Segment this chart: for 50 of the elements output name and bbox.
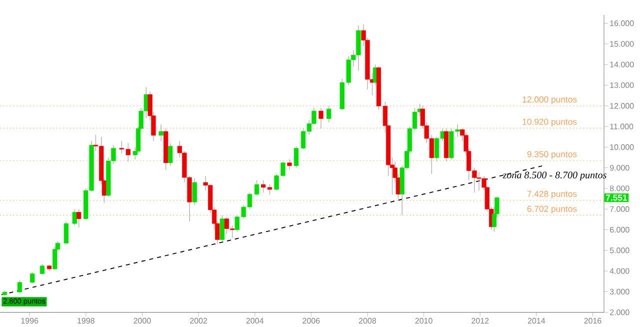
ref-line-label: 6.702 puntos [527,206,577,214]
x-tick-label: 2000 [134,318,151,324]
candlestick [158,124,164,142]
candlestick [168,142,173,166]
candlestick [76,208,82,228]
x-tick-label: 2006 [302,318,320,324]
x-tick-label: 2004 [246,318,264,324]
y-tick-label: 5.000 [610,248,630,254]
candlestick [294,146,299,168]
candlestick [17,280,22,294]
x-tick-label: 2012 [472,318,489,324]
y-tick-label: 7.000 [610,206,630,212]
ref-line-label: 9.350 puntos [527,151,577,159]
y-tick-label: 4.000 [610,268,630,274]
ref-line-label: 10.920 puntos [522,118,577,127]
y-tick-label: 6.000 [610,226,630,233]
y-tick-label: 12.000 [610,103,634,109]
x-tick-label: 2014 [528,318,546,324]
candlestick [72,208,77,226]
x-tick-label: 1996 [21,318,38,324]
y-tick-label: 13.000 [610,82,634,88]
y-tick-label: 10.000 [610,144,634,150]
y-tick-label: 8.000 [610,186,630,192]
y-tick-label: 15.000 [610,41,634,47]
y-tick-label: 16.000 [610,20,634,26]
ref-line-label: 12.000 puntos [522,96,577,104]
x-tick-label: 2010 [415,318,432,324]
candlestick [192,178,197,206]
x-tick-label: 1998 [78,318,94,324]
y-tick-label: 2.000 [610,309,630,316]
annotation: 7.551 [606,194,628,201]
y-tick-label: 3.000 [610,288,630,295]
candlestick [287,159,292,170]
y-tick-label: 11.000 [610,124,634,130]
candlestick [64,221,68,245]
x-tick-label: 2008 [358,318,376,324]
y-tick-label: 14.000 [610,62,634,68]
candlestick [40,263,45,276]
candlestick [318,108,324,129]
x-tick-label: 2016 [584,318,602,324]
x-tick-label: 2002 [190,318,208,324]
ref-line-label: 7.428 puntos [527,190,577,199]
candlestick [254,180,260,196]
candlestick [260,180,266,193]
candlestick [267,184,272,195]
y-tick-label: 9.000 [610,164,630,171]
annotation: zona 8.500 - 8.700 puntos [502,172,606,180]
candlestick [326,106,332,123]
candlestick [30,272,35,284]
candlestick [220,214,224,242]
